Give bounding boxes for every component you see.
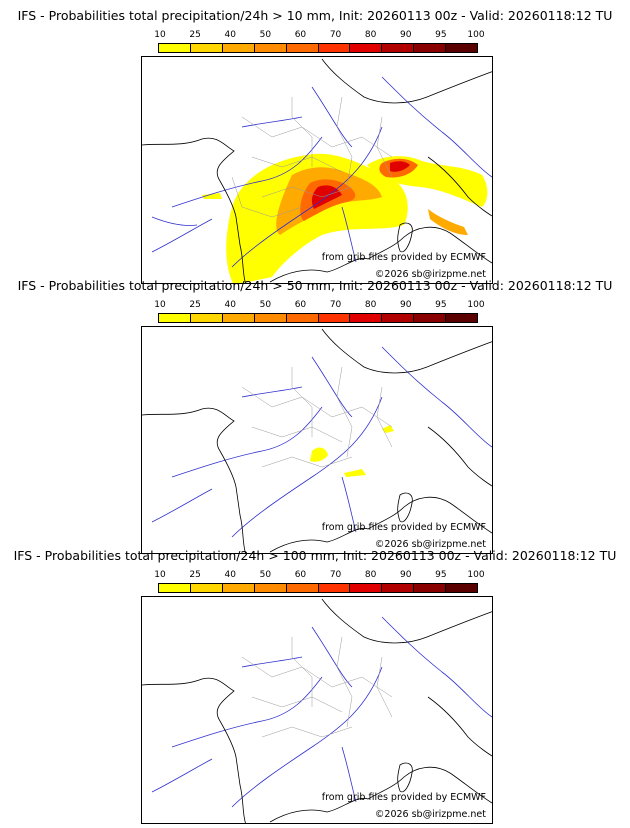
colorbar-segment — [222, 314, 255, 322]
colorbar-segment — [382, 44, 415, 52]
rivers — [151, 346, 492, 538]
colorbar-segment — [414, 44, 447, 52]
colorbar-segment — [350, 584, 383, 592]
map-france: from grib files provided by ECMWF ©2026 … — [141, 326, 493, 554]
colorbar-tick-label: 60 — [294, 30, 307, 40]
panel-100mm: IFS - Probabilities total precipitation/… — [0, 548, 630, 824]
colorbar-segment — [190, 584, 223, 592]
colorbar-segment — [254, 314, 287, 322]
colorbar — [158, 583, 478, 593]
colorbar-tick-label: 70 — [329, 570, 342, 580]
colorbar-segment — [382, 314, 415, 322]
colorbar-segment — [159, 314, 191, 322]
colorbar-tick-label: 10 — [154, 570, 166, 580]
colorbar-tick-label: 25 — [189, 300, 201, 310]
colorbar-segment — [446, 44, 478, 52]
colorbar-segment — [254, 44, 287, 52]
colorbar-segment — [446, 314, 478, 322]
credit-copyright: ©2026 sb@irizpme.net — [374, 269, 486, 280]
coastlines — [142, 598, 492, 823]
colorbar-tick-label: 100 — [467, 570, 485, 580]
colorbar-tick-label: 95 — [435, 570, 447, 580]
colorbar-segment — [318, 584, 351, 592]
colorbar-segment — [190, 314, 223, 322]
colorbar-ticks: 10 25 40 50 60 70 80 90 95 100 — [154, 30, 484, 40]
coastlines — [142, 58, 492, 283]
colorbar-segment — [254, 584, 287, 592]
colorbar — [158, 313, 478, 323]
panel-title: IFS - Probabilities total precipitation/… — [17, 278, 613, 293]
colorbar-segment — [286, 44, 319, 52]
panel-10mm: IFS - Probabilities total precipitation/… — [0, 8, 630, 284]
panel-50mm: IFS - Probabilities total precipitation/… — [0, 278, 630, 554]
colorbar-segment — [286, 584, 319, 592]
credit-copyright: ©2026 sb@irizpme.net — [374, 539, 486, 550]
colorbar-tick-label: 80 — [364, 570, 377, 580]
admin-borders — [231, 96, 393, 218]
colorbar-tick-label: 70 — [329, 30, 342, 40]
colorbar-tick-label: 100 — [467, 30, 485, 40]
colorbar-tick-label: 25 — [189, 570, 201, 580]
colorbar-tick-label: 50 — [259, 570, 272, 580]
colorbar-tick-label: 70 — [329, 300, 342, 310]
colorbar-tick-label: 60 — [294, 570, 307, 580]
colorbar — [158, 43, 478, 53]
credit-source: from grib files provided by ECMWF — [321, 522, 486, 533]
colorbar-tick-label: 60 — [294, 300, 307, 310]
colorbar-segment — [318, 44, 351, 52]
colorbar-tick-label: 90 — [400, 30, 412, 40]
colorbar-segment — [350, 314, 383, 322]
colorbar-tick-label: 80 — [364, 30, 377, 40]
coastlines — [142, 328, 492, 553]
colorbar-tick-label: 40 — [224, 570, 236, 580]
credit-copyright: ©2026 sb@irizpme.net — [374, 809, 486, 820]
colorbar-segment — [318, 314, 351, 322]
precip-field — [202, 153, 488, 283]
colorbar-tick-label: 40 — [224, 300, 236, 310]
panel-title: IFS - Probabilities total precipitation/… — [13, 548, 617, 563]
colorbar-segment — [159, 44, 191, 52]
colorbar-segment — [286, 314, 319, 322]
admin-borders — [241, 366, 393, 468]
colorbar-tick-label: 80 — [364, 300, 377, 310]
colorbar-segment — [222, 584, 255, 592]
colorbar-segment — [190, 44, 223, 52]
colorbar-segment — [159, 584, 191, 592]
colorbar-segment — [350, 44, 383, 52]
admin-borders — [241, 636, 393, 738]
rivers — [151, 616, 492, 808]
colorbar-ticks: 10 25 40 50 60 70 80 90 95 100 — [154, 300, 484, 310]
colorbar-tick-label: 95 — [435, 300, 447, 310]
colorbar-tick-label: 100 — [467, 300, 485, 310]
map-france: from grib files provided by ECMWF ©2026 … — [141, 596, 493, 824]
colorbar-tick-label: 40 — [224, 30, 236, 40]
colorbar-tick-label: 25 — [189, 30, 201, 40]
colorbar-tick-label: 50 — [259, 30, 272, 40]
colorbar-segment — [414, 314, 447, 322]
credit-source: from grib files provided by ECMWF — [321, 252, 486, 263]
colorbar-tick-label: 10 — [154, 30, 166, 40]
colorbar-tick-label: 90 — [400, 570, 412, 580]
colorbar-tick-label: 95 — [435, 30, 447, 40]
colorbar-segment — [382, 584, 415, 592]
colorbar-segment — [222, 44, 255, 52]
colorbar-tick-label: 10 — [154, 300, 166, 310]
colorbar-tick-label: 90 — [400, 300, 412, 310]
colorbar-segment — [446, 584, 478, 592]
precip-field — [310, 425, 394, 477]
map-france: from grib files provided by ECMWF ©2026 … — [141, 56, 493, 284]
rivers — [151, 76, 492, 268]
panel-title: IFS - Probabilities total precipitation/… — [17, 8, 613, 23]
colorbar-tick-label: 50 — [259, 300, 272, 310]
colorbar-ticks: 10 25 40 50 60 70 80 90 95 100 — [154, 570, 484, 580]
colorbar-segment — [414, 584, 447, 592]
credit-source: from grib files provided by ECMWF — [321, 792, 486, 803]
